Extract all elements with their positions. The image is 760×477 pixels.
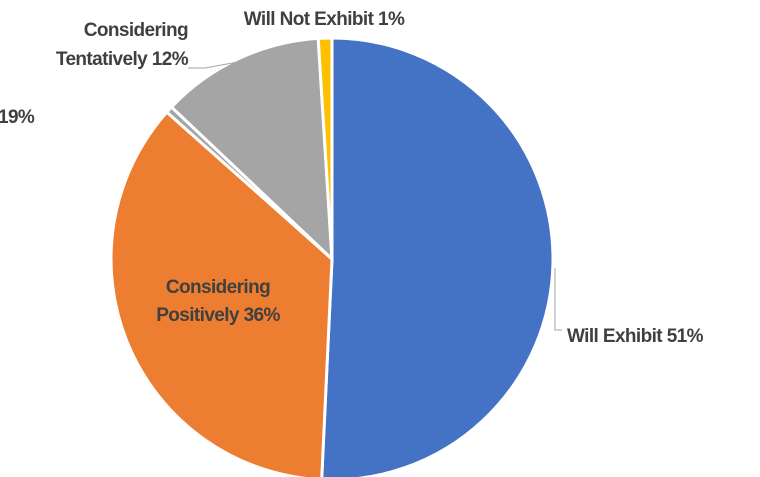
data-label-4-line-2: Tentatively 12%: [56, 49, 189, 70]
leader-line-4: [188, 61, 239, 69]
data-label-1: Will Exhibit 51%: [567, 326, 704, 347]
pie-slices: [109, 36, 555, 477]
data-label-3-line-1: 19%: [0, 107, 35, 128]
data-label-2-line-1: Considering: [166, 277, 270, 298]
data-label-5-line-1: Will Not Exhibit 1%: [244, 9, 405, 30]
pie-slice-considering-positively: [109, 110, 334, 477]
leader-line-1: [554, 268, 562, 331]
pie-slice-will-not-exhibit: [316, 36, 334, 261]
data-label-1-line-1: Will Exhibit 51%: [567, 326, 704, 347]
pie-slice-will-exhibit: [320, 36, 555, 477]
data-labels: Will Exhibit 51% Considering Positively 36…: [0, 9, 704, 347]
data-label-2: Considering Positively 36%: [156, 277, 280, 326]
leader-lines: [188, 61, 562, 331]
data-label-5: Will Not Exhibit 1%: [244, 9, 405, 30]
data-label-4: Considering Tentatively 12%: [56, 20, 189, 70]
data-label-2-line-2: Positively 36%: [156, 305, 280, 326]
data-label-4-line-1: Considering: [84, 20, 188, 41]
data-label-3: 19%: [0, 107, 35, 128]
pie-slice-considering-tentatively: [170, 36, 334, 261]
